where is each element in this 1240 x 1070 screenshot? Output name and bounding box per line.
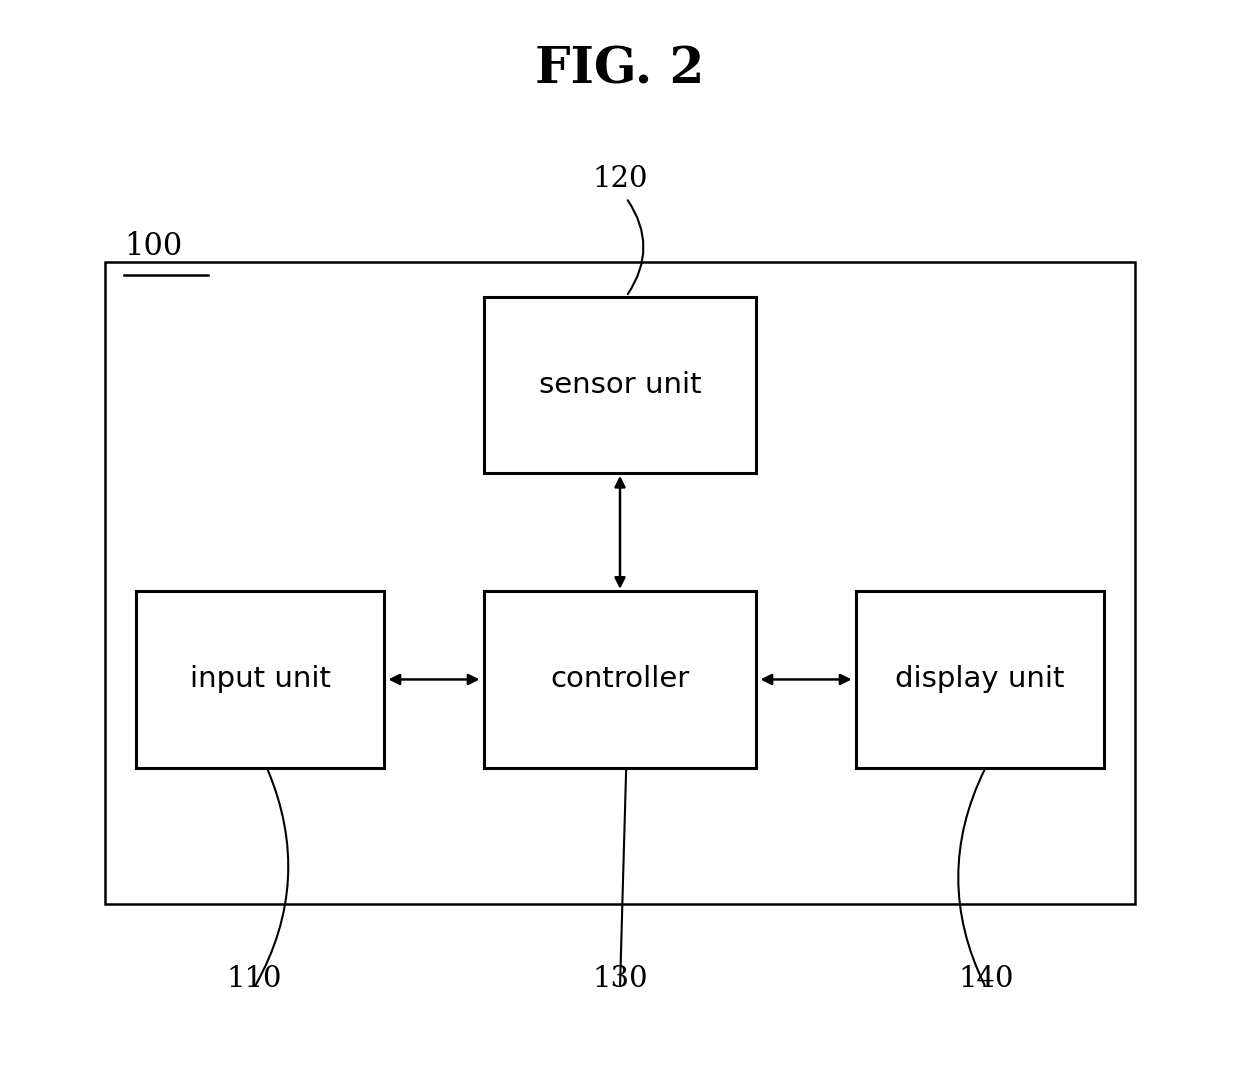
Text: 110: 110 [227, 965, 281, 993]
Text: 130: 130 [593, 965, 647, 993]
Text: input unit: input unit [190, 666, 331, 693]
Bar [484, 591, 756, 768]
Text: display unit: display unit [895, 666, 1064, 693]
Bar [136, 591, 384, 768]
Text: sensor unit: sensor unit [538, 371, 702, 399]
Bar [105, 262, 1135, 904]
Bar [856, 591, 1104, 768]
Bar [484, 296, 756, 473]
Text: controller: controller [551, 666, 689, 693]
Text: 120: 120 [593, 165, 647, 193]
Text: FIG. 2: FIG. 2 [536, 45, 704, 94]
Text: 140: 140 [959, 965, 1013, 993]
Text: 100: 100 [124, 231, 182, 262]
